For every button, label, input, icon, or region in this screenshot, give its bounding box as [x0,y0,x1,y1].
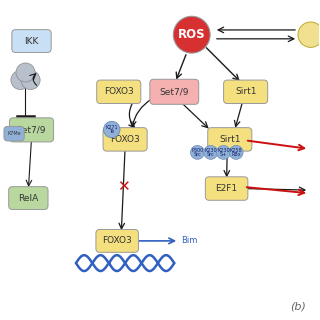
Text: K7Me: K7Me [7,131,21,136]
Text: K230
S+: K230 S+ [217,148,230,157]
Circle shape [16,63,35,82]
FancyBboxPatch shape [103,128,147,151]
Text: Set7/9: Set7/9 [160,87,189,96]
FancyBboxPatch shape [4,126,24,141]
Text: Set7/9: Set7/9 [17,125,46,134]
Text: FOXO3: FOXO3 [102,236,132,245]
Text: IKK: IKK [24,36,39,45]
Text: K271
Te: K271 Te [106,125,118,134]
FancyBboxPatch shape [97,80,141,104]
Circle shape [21,70,40,90]
Text: Sirt1: Sirt1 [235,87,256,96]
Text: K230
Src: K230 Src [204,148,217,157]
Text: (b): (b) [290,301,306,312]
FancyBboxPatch shape [96,229,139,252]
Text: ROS: ROS [178,28,205,41]
FancyBboxPatch shape [150,79,199,104]
Circle shape [204,145,218,159]
Text: FOXO3: FOXO3 [104,87,134,96]
Text: K258
RBx: K258 RBx [230,148,243,157]
FancyBboxPatch shape [208,128,252,151]
FancyBboxPatch shape [205,177,248,200]
Text: Bim: Bim [181,236,198,245]
Text: RelA: RelA [18,194,38,203]
Circle shape [229,145,243,159]
Circle shape [104,121,120,138]
Text: Sirt1: Sirt1 [219,135,241,144]
Circle shape [298,22,320,47]
FancyBboxPatch shape [10,118,53,142]
FancyBboxPatch shape [224,80,268,104]
Text: ✕: ✕ [117,180,130,195]
Circle shape [190,145,204,159]
FancyBboxPatch shape [12,30,51,52]
Circle shape [173,16,210,53]
FancyBboxPatch shape [9,187,48,210]
Text: P300
Src: P300 Src [191,148,204,157]
Circle shape [216,145,230,159]
Text: FOXO3: FOXO3 [110,135,140,144]
Circle shape [11,70,30,90]
Text: E2F1: E2F1 [216,184,238,193]
